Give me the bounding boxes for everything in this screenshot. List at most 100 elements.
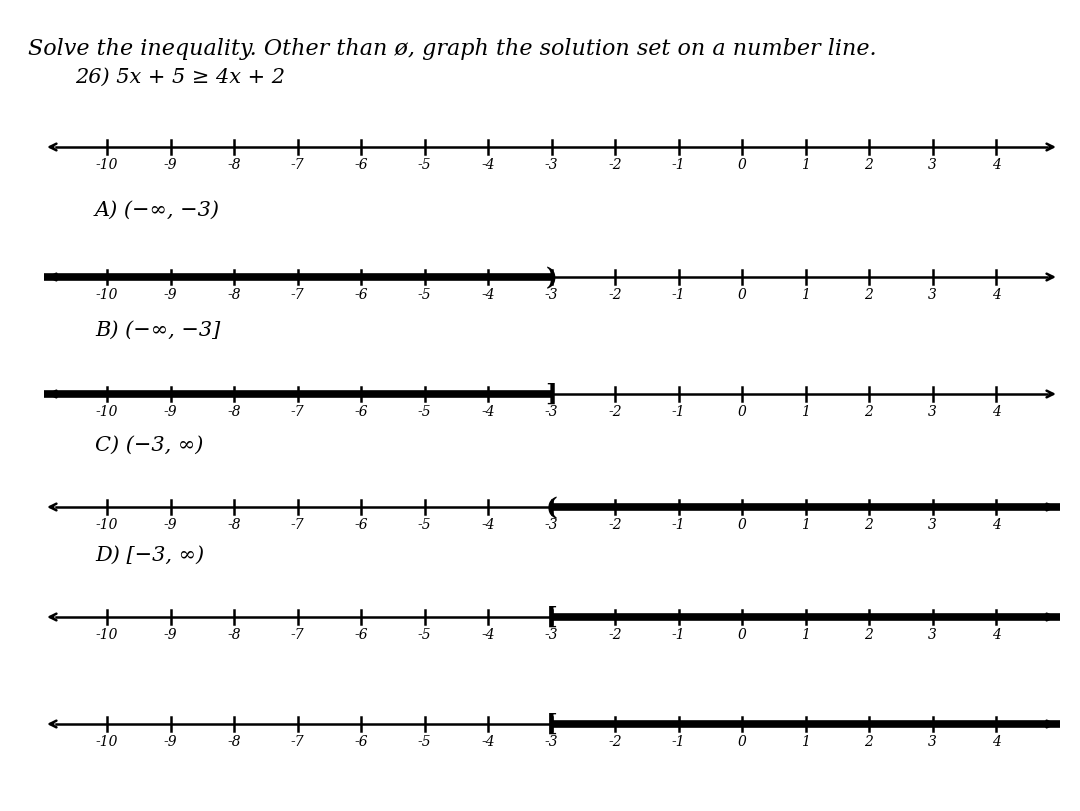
Text: ): ) <box>545 266 557 290</box>
Text: -10: -10 <box>96 405 118 418</box>
Text: 2: 2 <box>865 158 874 172</box>
Text: -3: -3 <box>544 517 558 531</box>
Text: -4: -4 <box>482 627 495 642</box>
Text: -9: -9 <box>164 405 177 418</box>
Text: 2: 2 <box>865 627 874 642</box>
Text: -4: -4 <box>482 158 495 172</box>
Text: -9: -9 <box>164 288 177 302</box>
Text: 1: 1 <box>801 158 810 172</box>
Text: 1: 1 <box>801 627 810 642</box>
Text: -2: -2 <box>608 158 622 172</box>
Text: C) (−3, ∞): C) (−3, ∞) <box>95 435 203 454</box>
Text: -1: -1 <box>672 627 686 642</box>
Text: A) (−∞, −3): A) (−∞, −3) <box>95 200 220 219</box>
Text: -7: -7 <box>291 405 305 418</box>
Text: D) [−3, ∞): D) [−3, ∞) <box>95 545 204 564</box>
Text: -2: -2 <box>608 627 622 642</box>
Text: 3: 3 <box>928 734 937 748</box>
Text: B) (−∞, −3]: B) (−∞, −3] <box>95 320 220 339</box>
Text: -8: -8 <box>227 734 241 748</box>
Text: -6: -6 <box>354 517 368 531</box>
Text: 0: 0 <box>738 158 746 172</box>
Text: -7: -7 <box>291 517 305 531</box>
Text: -5: -5 <box>418 734 431 748</box>
Text: -3: -3 <box>544 734 558 748</box>
Text: 3: 3 <box>928 405 937 418</box>
Text: 0: 0 <box>738 627 746 642</box>
Text: -4: -4 <box>482 734 495 748</box>
Text: -1: -1 <box>672 517 686 531</box>
Text: 0: 0 <box>738 288 746 302</box>
Text: 4: 4 <box>991 734 1000 748</box>
Text: (: ( <box>545 496 557 519</box>
Text: 4: 4 <box>991 405 1000 418</box>
Text: -9: -9 <box>164 734 177 748</box>
Text: -7: -7 <box>291 734 305 748</box>
Text: 0: 0 <box>738 734 746 748</box>
Text: -3: -3 <box>544 288 558 302</box>
Text: -9: -9 <box>164 627 177 642</box>
Text: -6: -6 <box>354 158 368 172</box>
Text: -5: -5 <box>418 158 431 172</box>
Text: 4: 4 <box>991 288 1000 302</box>
Text: -10: -10 <box>96 158 118 172</box>
Text: 0: 0 <box>738 517 746 531</box>
Text: -8: -8 <box>227 405 241 418</box>
Text: -10: -10 <box>96 288 118 302</box>
Text: 4: 4 <box>991 627 1000 642</box>
Text: 1: 1 <box>801 517 810 531</box>
Text: -7: -7 <box>291 288 305 302</box>
Text: -5: -5 <box>418 288 431 302</box>
Text: 2: 2 <box>865 405 874 418</box>
Text: [: [ <box>545 712 557 736</box>
Text: -1: -1 <box>672 288 686 302</box>
Text: -5: -5 <box>418 517 431 531</box>
Text: -6: -6 <box>354 405 368 418</box>
Text: -9: -9 <box>164 517 177 531</box>
Text: -1: -1 <box>672 405 686 418</box>
Text: -9: -9 <box>164 158 177 172</box>
Text: -8: -8 <box>227 288 241 302</box>
Text: 3: 3 <box>928 517 937 531</box>
Text: 3: 3 <box>928 288 937 302</box>
Text: Solve the inequality. Other than ø, graph the solution set on a number line.: Solve the inequality. Other than ø, grap… <box>28 38 877 60</box>
Text: -3: -3 <box>544 627 558 642</box>
Text: 26) 5x + 5 ≥ 4x + 2: 26) 5x + 5 ≥ 4x + 2 <box>75 68 285 87</box>
Text: ]: ] <box>545 383 557 406</box>
Text: -10: -10 <box>96 627 118 642</box>
Text: -6: -6 <box>354 627 368 642</box>
Text: -4: -4 <box>482 288 495 302</box>
Text: -6: -6 <box>354 288 368 302</box>
Text: -1: -1 <box>672 158 686 172</box>
Text: -2: -2 <box>608 734 622 748</box>
Text: -1: -1 <box>672 734 686 748</box>
Text: -10: -10 <box>96 517 118 531</box>
Text: 4: 4 <box>991 158 1000 172</box>
Text: -6: -6 <box>354 734 368 748</box>
Text: -7: -7 <box>291 158 305 172</box>
Text: -5: -5 <box>418 405 431 418</box>
Text: 1: 1 <box>801 734 810 748</box>
Text: 2: 2 <box>865 734 874 748</box>
Text: 2: 2 <box>865 288 874 302</box>
Text: 1: 1 <box>801 288 810 302</box>
Text: 0: 0 <box>738 405 746 418</box>
Text: 3: 3 <box>928 627 937 642</box>
Text: -3: -3 <box>544 158 558 172</box>
Text: 4: 4 <box>991 517 1000 531</box>
Text: -3: -3 <box>544 405 558 418</box>
Text: 2: 2 <box>865 517 874 531</box>
Text: -10: -10 <box>96 734 118 748</box>
Text: -2: -2 <box>608 517 622 531</box>
Text: [: [ <box>545 605 557 629</box>
Text: -2: -2 <box>608 288 622 302</box>
Text: -8: -8 <box>227 517 241 531</box>
Text: -7: -7 <box>291 627 305 642</box>
Text: -8: -8 <box>227 158 241 172</box>
Text: -2: -2 <box>608 405 622 418</box>
Text: -4: -4 <box>482 405 495 418</box>
Text: -8: -8 <box>227 627 241 642</box>
Text: 1: 1 <box>801 405 810 418</box>
Text: 3: 3 <box>928 158 937 172</box>
Text: -4: -4 <box>482 517 495 531</box>
